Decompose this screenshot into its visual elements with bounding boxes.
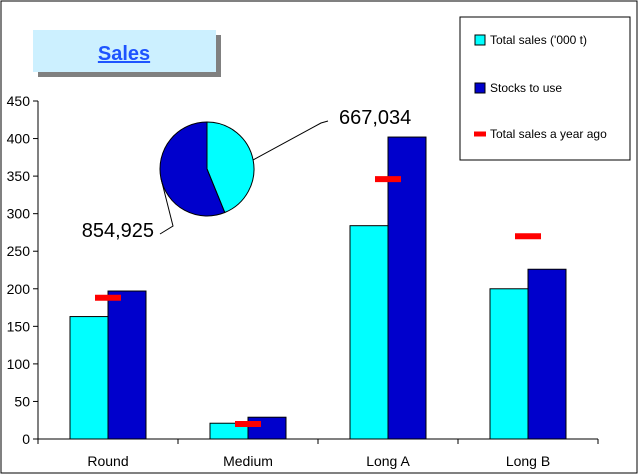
legend-label: Total sales a year ago xyxy=(490,127,607,141)
bar-3-0 xyxy=(489,288,529,440)
y-tick-label: 400 xyxy=(7,131,31,147)
pie-label-0: 667,034 xyxy=(339,107,411,129)
y-tick-label: 150 xyxy=(7,318,31,334)
x-tick-label: Medium xyxy=(223,453,273,469)
bar-3-1 xyxy=(527,268,567,440)
pie-slice-0 xyxy=(206,121,255,214)
legend: Total sales ('000 t) Stocks to use Total s… xyxy=(459,16,631,161)
bar-1-1 xyxy=(247,416,287,440)
chart-title: Sales xyxy=(98,43,150,65)
pie-leader-line-1 xyxy=(159,177,174,235)
bar-2-1 xyxy=(387,136,427,440)
bar-0-1 xyxy=(107,290,147,440)
x-tick-label: Long A xyxy=(366,453,410,469)
y-tick-label: 350 xyxy=(7,168,31,184)
legend-swatch-0 xyxy=(474,34,486,46)
legend-label: Stocks to use xyxy=(490,81,562,95)
bar-0-0 xyxy=(69,316,109,440)
x-tick-label: Long B xyxy=(506,453,550,469)
y-tick-label: 0 xyxy=(22,431,30,447)
legend-label: Total sales ('000 t) xyxy=(490,33,587,47)
y-tick-label: 450 xyxy=(7,93,31,109)
y-tick-label: 100 xyxy=(7,356,31,372)
pie-label-1: 854,925 xyxy=(82,220,154,242)
y-tick-label: 200 xyxy=(7,281,31,297)
y-tick-label: 50 xyxy=(14,393,30,409)
legend-swatch-1 xyxy=(474,82,486,94)
title-box: Sales xyxy=(33,30,221,77)
pie-leader-line-0 xyxy=(252,120,329,161)
pie-slice-1 xyxy=(159,121,226,217)
y-tick-label: 250 xyxy=(7,243,31,259)
x-tick-label: Round xyxy=(87,453,128,469)
y-tick-label: 300 xyxy=(7,206,31,222)
legend-box xyxy=(459,16,631,161)
bar-2-0 xyxy=(349,225,389,440)
